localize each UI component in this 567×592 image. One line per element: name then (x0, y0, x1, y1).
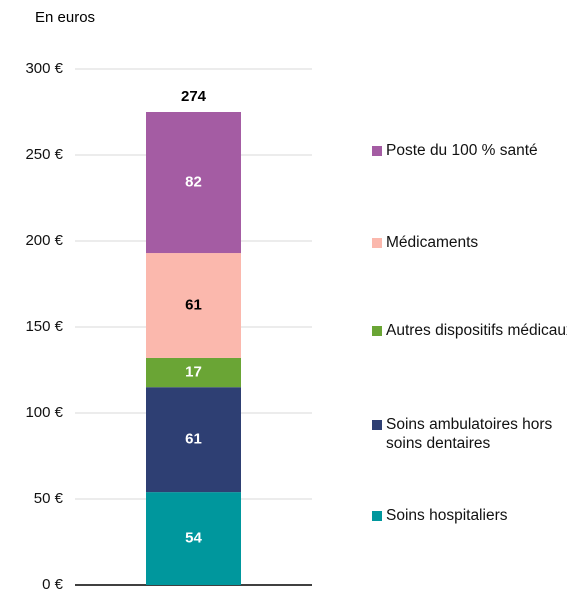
legend-swatch (372, 420, 382, 430)
legend-swatch (372, 146, 382, 156)
y-axis-label: En euros (35, 9, 95, 26)
bar-segment (146, 492, 241, 585)
bar-segment (146, 253, 241, 358)
bar-segment (146, 387, 241, 493)
legend-label: Poste du 100 % santé (386, 142, 538, 159)
legend-item: Poste du 100 % santé (372, 141, 567, 160)
legend-swatch (372, 238, 382, 248)
legend-swatch (372, 326, 382, 336)
value-label: 82 (185, 173, 202, 190)
value-label: 54 (185, 530, 202, 547)
y-tick-label: 150 € (25, 318, 63, 335)
value-label: 61 (185, 296, 202, 313)
y-tick-label: 250 € (25, 146, 63, 163)
legend-label: Médicaments (386, 234, 479, 251)
y-tick-label: 50 € (34, 490, 64, 507)
bar-segment (146, 112, 241, 254)
legend-item: Médicaments (372, 233, 567, 252)
y-tick-label: 0 € (42, 576, 64, 592)
legend-label: Soins ambulatoires hors soins dentaires (386, 416, 553, 452)
value-label: 17 (185, 364, 202, 381)
bar-segment (146, 357, 241, 388)
legend-item: Soins ambulatoires hors soins dentaires (372, 415, 567, 453)
legend-item: Soins hospitaliers (372, 506, 567, 525)
y-tick-label: 300 € (25, 60, 63, 77)
y-tick-label: 200 € (25, 232, 63, 249)
legend-swatch (372, 511, 382, 521)
legend-item: Autres dispositifs médicaux (372, 321, 567, 340)
legend-label: Autres dispositifs médicaux (386, 322, 567, 339)
value-label: 61 (185, 431, 202, 448)
y-tick-label: 100 € (25, 404, 63, 421)
total-label: 274 (181, 88, 207, 105)
legend-label: Soins hospitaliers (386, 507, 508, 524)
